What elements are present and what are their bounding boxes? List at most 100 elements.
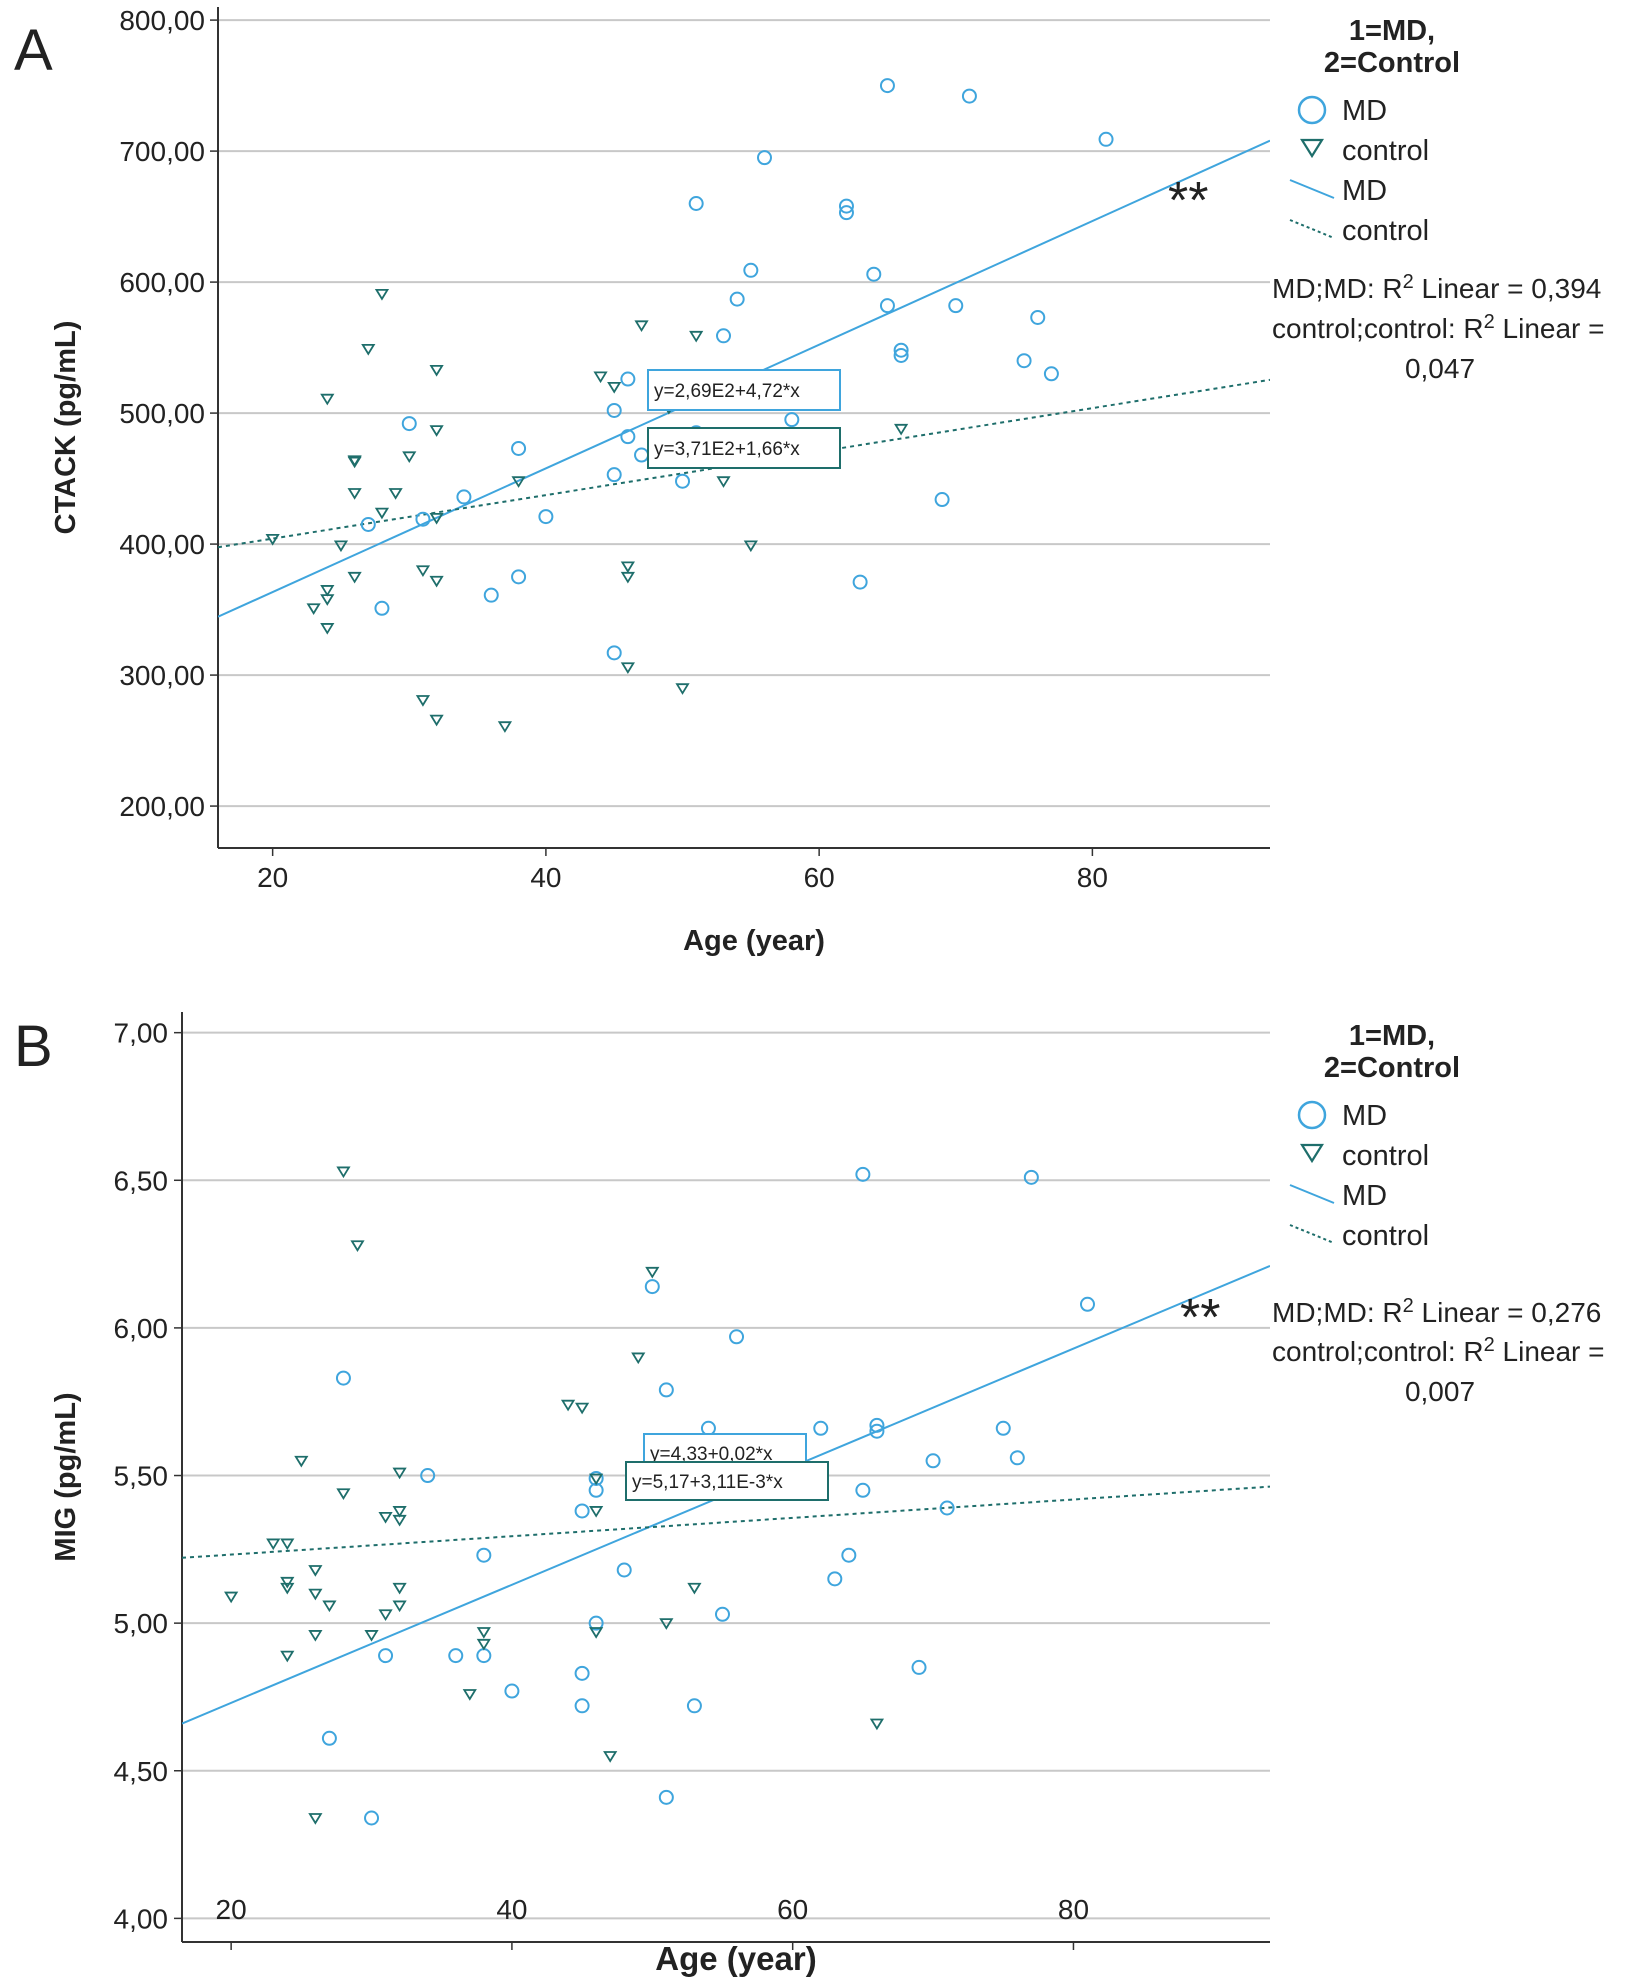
md-point — [378, 1648, 394, 1664]
r2-control-prefix: control;control: R — [1272, 1336, 1484, 1367]
md-point — [1016, 353, 1032, 369]
control-point — [462, 1689, 477, 1701]
control-point — [280, 1538, 295, 1551]
control-equation-box — [625, 1461, 829, 1501]
control-point — [429, 575, 444, 588]
r2-control-text: control;control: R2 Linear = — [1272, 311, 1605, 344]
md-point — [374, 600, 390, 616]
control-point — [620, 561, 635, 574]
control-point — [476, 1627, 491, 1639]
control-point — [308, 1588, 323, 1601]
control-equation-label: y=3,71E2+1,66*x — [654, 439, 800, 460]
md-point — [574, 1503, 590, 1519]
control-point — [350, 1240, 365, 1252]
control-point — [308, 1630, 323, 1642]
md-point — [483, 587, 499, 603]
md-point — [714, 1606, 730, 1622]
control-equation-label: y=5,17+3,11E-3*x — [632, 1472, 783, 1493]
md-point — [476, 1648, 492, 1664]
y-tick-label: 600,00 — [119, 267, 205, 298]
md-point — [852, 574, 868, 590]
legend-control-line — [1289, 219, 1335, 239]
control-point — [392, 1467, 407, 1480]
y-tick-label: 200,00 — [119, 791, 205, 822]
md-point — [838, 198, 854, 214]
legend-control-line-label: control — [1342, 215, 1429, 247]
md-point — [634, 447, 650, 463]
legend-control-marker — [1300, 1143, 1324, 1164]
md-point — [686, 1698, 702, 1714]
md-point — [1023, 1169, 1039, 1185]
control-point — [645, 1266, 660, 1279]
md-point — [729, 1329, 745, 1345]
md-point — [321, 1730, 337, 1746]
control-point — [429, 364, 444, 377]
md-point — [616, 1562, 632, 1578]
legend: 1=MD,2=Control MD control MD control MD;MD: R… — [1272, 1020, 1605, 1407]
control-point — [415, 565, 431, 578]
md-point — [756, 150, 772, 166]
md-point — [893, 347, 909, 363]
y-tick-label: 5,50 — [114, 1461, 169, 1492]
md-point — [606, 402, 622, 418]
control-point — [392, 1600, 407, 1613]
md-point — [1009, 1450, 1025, 1466]
md-point — [448, 1648, 464, 1664]
control-point — [280, 1582, 295, 1595]
md-point — [476, 1547, 492, 1563]
control-point — [266, 1538, 281, 1551]
legend-control-marker — [1300, 138, 1324, 159]
control-point — [320, 585, 335, 597]
md-equation-box — [647, 369, 841, 411]
md-point — [729, 291, 745, 307]
control-point — [497, 721, 513, 733]
control-fit-line — [182, 1485, 1270, 1559]
control-point — [308, 1813, 323, 1825]
md-point — [879, 78, 895, 94]
r2-superscript: 2 — [1484, 311, 1495, 333]
md-point — [620, 371, 636, 387]
control-point — [392, 1582, 407, 1595]
md-point — [574, 1698, 590, 1714]
legend-md-marker — [1297, 1100, 1327, 1130]
control-point — [347, 488, 362, 500]
md-point — [827, 1571, 843, 1587]
control-point — [336, 1166, 351, 1179]
r2-control-suffix: Linear = — [1495, 313, 1605, 344]
y-tick-label: 800,00 — [119, 5, 205, 36]
control-point — [894, 423, 909, 436]
legend-md-line — [1289, 1184, 1335, 1204]
control-fit-line — [218, 378, 1270, 549]
r2-superscript: 2 — [1403, 271, 1414, 293]
x-tick-label: 20 — [216, 1894, 247, 1925]
md-point — [939, 1500, 955, 1516]
r2-superscript: 2 — [1403, 1295, 1414, 1317]
md-point — [420, 1468, 436, 1484]
md-point — [364, 1810, 380, 1826]
md-point — [838, 205, 854, 221]
control-point — [687, 1582, 702, 1595]
legend-md-line — [1289, 179, 1335, 199]
control-point — [429, 714, 444, 727]
md-point — [658, 1789, 674, 1805]
md-point — [855, 1482, 871, 1498]
md-point — [688, 195, 704, 211]
control-equation-box — [647, 427, 841, 469]
r2-md-suffix: Linear = 0,394 — [1414, 273, 1602, 304]
control-point — [333, 540, 349, 553]
md-point — [841, 1547, 857, 1563]
control-point — [620, 662, 635, 674]
y-axis-label: MIG (pg/mL) — [50, 1392, 82, 1561]
control-point — [743, 540, 758, 553]
md-point — [644, 1279, 660, 1295]
y-tick-label: 400,00 — [119, 529, 205, 560]
control-point — [336, 1488, 351, 1500]
md-point — [504, 1683, 520, 1699]
md-point — [335, 1370, 351, 1386]
control-point — [280, 1650, 295, 1663]
md-point — [879, 298, 895, 314]
control-point — [374, 507, 390, 520]
control-point — [476, 1638, 491, 1651]
md-point — [995, 1420, 1011, 1436]
